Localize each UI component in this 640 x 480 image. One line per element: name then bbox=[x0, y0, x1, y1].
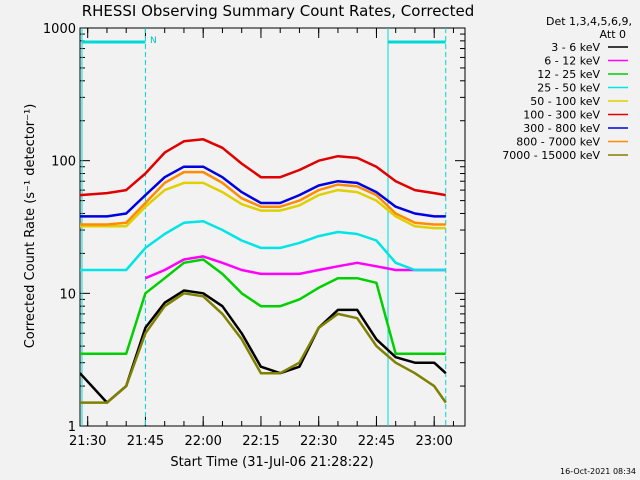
series-line-100-300keV bbox=[80, 138, 447, 197]
chart-title: RHESSI Observing Summary Count Rates, Co… bbox=[82, 2, 475, 20]
series-line-25-50keV bbox=[80, 219, 446, 272]
y-tick-label: 100 bbox=[51, 155, 76, 170]
series-lines bbox=[80, 138, 447, 404]
attenuator-state-label: N bbox=[150, 36, 157, 46]
series-line-800-7000keV bbox=[80, 170, 446, 226]
y-tick-label: 1000 bbox=[43, 22, 76, 37]
legend-label: 50 - 100 keV bbox=[530, 95, 600, 108]
x-tick-label: 21:30 bbox=[69, 434, 106, 449]
legend-label: 100 - 300 keV bbox=[523, 109, 600, 122]
y-axis: 1 10 100 1000 bbox=[43, 22, 465, 435]
y-axis-label: Corrected Count Rate (s⁻¹ detector⁻¹) bbox=[23, 104, 38, 349]
attenuator-markers bbox=[81, 28, 447, 426]
series-line-50-100keV bbox=[80, 181, 446, 230]
legend-label: 800 - 7000 keV bbox=[516, 136, 600, 149]
x-tick-label: 22:00 bbox=[184, 434, 221, 449]
x-tick-label: 22:15 bbox=[242, 434, 279, 449]
series-line-12-25keV bbox=[80, 258, 446, 356]
legend-header: Det 1,3,4,5,6,9, bbox=[546, 15, 632, 28]
series-line-3-6keV bbox=[80, 289, 447, 404]
x-tick-label: 22:45 bbox=[358, 434, 395, 449]
generated-timestamp: 16-Oct-2021 08:34 bbox=[560, 467, 636, 476]
x-axis: 21:30 21:45 22:00 22:15 22:30 22:45 23:00 bbox=[69, 28, 454, 449]
legend-label: 300 - 800 keV bbox=[523, 122, 600, 135]
legend-label: 3 - 6 keV bbox=[551, 41, 600, 54]
x-axis-label: Start Time (31-Jul-06 21:28:22) bbox=[170, 455, 373, 470]
series-line-6-12keV bbox=[144, 255, 446, 280]
plot-area bbox=[79, 27, 466, 427]
series-line-300-800keV bbox=[80, 165, 446, 218]
series-line-7000-15000keV bbox=[80, 292, 447, 404]
y-tick-label: 1 bbox=[68, 420, 76, 435]
x-tick-label: 21:45 bbox=[127, 434, 164, 449]
legend-label: 12 - 25 keV bbox=[537, 68, 600, 81]
x-tick-label: 22:30 bbox=[300, 434, 337, 449]
legend-label: 6 - 12 keV bbox=[544, 55, 600, 68]
y-tick-label: 10 bbox=[59, 287, 76, 302]
legend-label: 7000 - 15000 keV bbox=[502, 149, 600, 162]
legend-subheader: Att 0 bbox=[600, 28, 626, 41]
x-tick-label: 23:00 bbox=[415, 434, 452, 449]
legend-label: 25 - 50 keV bbox=[537, 82, 600, 95]
